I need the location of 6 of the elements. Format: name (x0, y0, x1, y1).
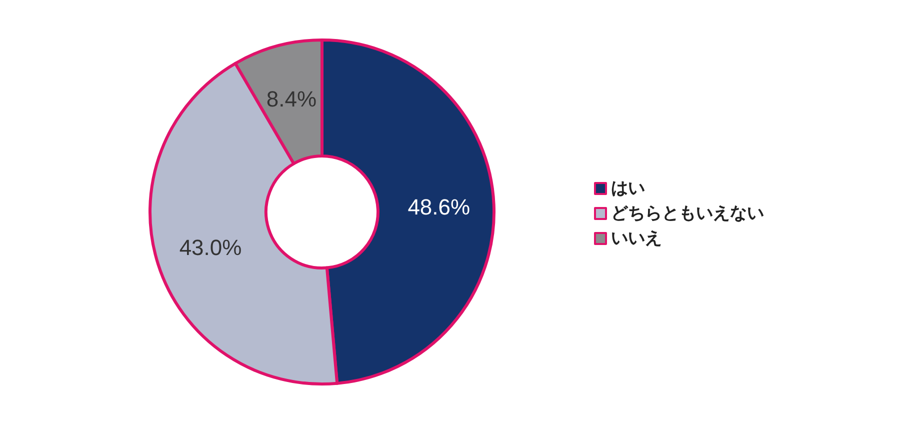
data-label: 48.6% (408, 194, 470, 220)
legend-label: どちらともいえない (611, 204, 764, 224)
data-label: 43.0% (179, 234, 242, 260)
legend-label: はい (611, 178, 645, 198)
legend-label: いいえ (611, 228, 662, 248)
data-label: 8.4% (266, 86, 317, 112)
